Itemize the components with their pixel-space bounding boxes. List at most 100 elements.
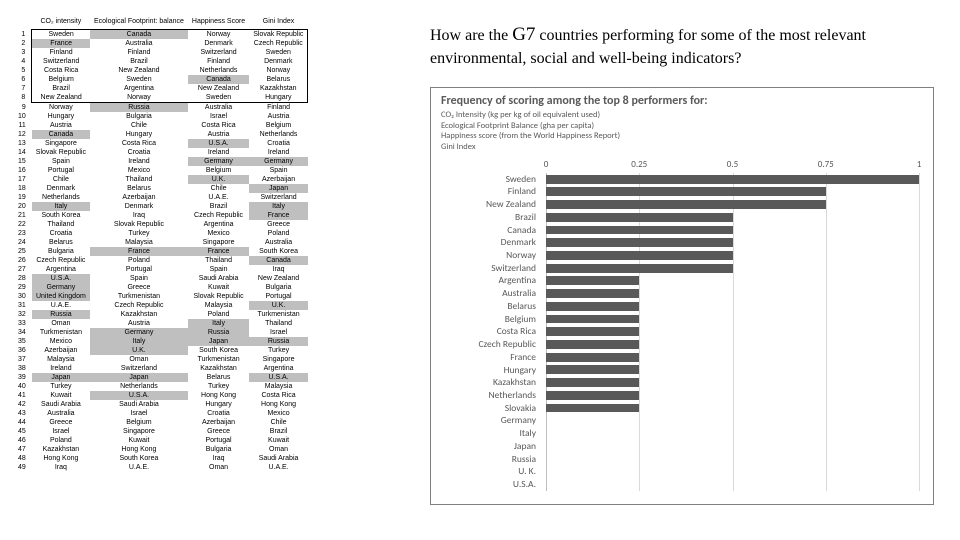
rank-cell: Malaysia bbox=[188, 301, 249, 310]
rank-cell: Hungary bbox=[188, 400, 249, 409]
chart-ylabel: Norway bbox=[441, 249, 541, 262]
rank-row: 39JapanJapanBelarusU.S.A. bbox=[14, 373, 308, 382]
rank-cell: Belarus bbox=[249, 75, 308, 84]
rank-cell: Mexico bbox=[249, 409, 308, 418]
rank-cell: France bbox=[249, 211, 308, 220]
rank-row: 10HungaryBulgariaIsraelAustria bbox=[14, 112, 308, 121]
rank-cell: Iraq bbox=[32, 463, 90, 472]
rank-cell: Costa Rica bbox=[188, 121, 249, 130]
rank-cell: Spain bbox=[188, 265, 249, 274]
chart-ylabel: Japan bbox=[441, 440, 541, 453]
chart-row: Australia bbox=[441, 287, 917, 300]
chart-ylabel: Belgium bbox=[441, 313, 541, 326]
rank-cell: Russia bbox=[32, 310, 90, 319]
rank-cell: Norway bbox=[249, 66, 308, 75]
chart-bar bbox=[546, 251, 733, 260]
rank-cell: Belgium bbox=[249, 121, 308, 130]
rank-cell: Austria bbox=[249, 112, 308, 121]
rank-index: 38 bbox=[14, 364, 32, 373]
rank-index: 16 bbox=[14, 166, 32, 175]
rank-cell: Japan bbox=[32, 373, 90, 382]
chart-row: Japan bbox=[441, 440, 917, 453]
rank-cell: Australia bbox=[188, 103, 249, 113]
rank-cell: Czech Republic bbox=[249, 39, 308, 48]
rank-index: 4 bbox=[14, 57, 32, 66]
rank-cell: Iraq bbox=[90, 211, 188, 220]
rank-index: 29 bbox=[14, 283, 32, 292]
rank-cell: Oman bbox=[249, 445, 308, 454]
rank-cell: Czech Republic bbox=[188, 211, 249, 220]
rank-cell: Portugal bbox=[249, 292, 308, 301]
rank-cell: Azerbaijan bbox=[249, 175, 308, 184]
chart-rows: SwedenFinlandNew ZealandBrazilCanadaDenm… bbox=[441, 173, 917, 491]
rank-cell: Ireland bbox=[32, 364, 90, 373]
rank-cell: Norway bbox=[188, 30, 249, 40]
rank-row: 9NorwayRussiaAustraliaFinland bbox=[14, 103, 308, 113]
rank-cell: Saudi Arabia bbox=[90, 400, 188, 409]
rank-cell: Kuwait bbox=[249, 436, 308, 445]
rank-row: 24BelarusMalaysiaSingaporeAustralia bbox=[14, 238, 308, 247]
chart-row: Finland bbox=[441, 185, 917, 198]
chart-row: Canada bbox=[441, 224, 917, 237]
rank-row: 8New ZealandNorwaySwedenHungary bbox=[14, 93, 308, 103]
rank-cell: South Korea bbox=[32, 211, 90, 220]
chart-ylabel: Italy bbox=[441, 427, 541, 440]
rank-cell: Turkey bbox=[188, 382, 249, 391]
rank-cell: Switzerland bbox=[90, 364, 188, 373]
rank-cell: Russia bbox=[188, 328, 249, 337]
rank-index: 11 bbox=[14, 121, 32, 130]
rank-cell: Hong Kong bbox=[32, 454, 90, 463]
rank-cell: Bulgaria bbox=[249, 283, 308, 292]
rank-index: 7 bbox=[14, 84, 32, 93]
rank-cell: Kuwait bbox=[32, 391, 90, 400]
rank-cell: Canada bbox=[32, 130, 90, 139]
rank-index: 39 bbox=[14, 373, 32, 382]
rank-cell: Austria bbox=[32, 121, 90, 130]
rank-cell: Malaysia bbox=[90, 238, 188, 247]
rank-row: 49IraqU.A.E.OmanU.A.E. bbox=[14, 463, 308, 472]
rank-row: 37MalaysiaOmanTurkmenistanSingapore bbox=[14, 355, 308, 364]
rank-table: CO₂ intensityEcological Footprint: balan… bbox=[14, 18, 308, 472]
rank-cell: Germany bbox=[188, 157, 249, 166]
chart-bar bbox=[546, 175, 919, 184]
rank-cell: New Zealand bbox=[249, 274, 308, 283]
rank-cell: Denmark bbox=[90, 202, 188, 211]
rank-cell: France bbox=[90, 247, 188, 256]
rank-cell: Azerbaijan bbox=[90, 193, 188, 202]
rank-cell: Portugal bbox=[188, 436, 249, 445]
rank-cell: Belarus bbox=[90, 184, 188, 193]
rank-row: 25BulgariaFranceFranceSouth Korea bbox=[14, 247, 308, 256]
rank-cell: Costa Rica bbox=[32, 66, 90, 75]
rank-row: 23CroatiaTurkeyMexicoPoland bbox=[14, 229, 308, 238]
chart-subtitle-line: CO₂ Intensity (kg per kg of oil equivale… bbox=[441, 110, 923, 121]
chart-row: New Zealand bbox=[441, 198, 917, 211]
rank-cell: South Korea bbox=[249, 247, 308, 256]
rank-index: 33 bbox=[14, 319, 32, 328]
rank-cell: Finland bbox=[32, 48, 90, 57]
chart-ylabel: Slovakia bbox=[441, 402, 541, 415]
rank-row: 35MexicoItalyJapanRussia bbox=[14, 337, 308, 346]
rank-index: 45 bbox=[14, 427, 32, 436]
rank-row: 31U.A.E.Czech RepublicMalaysiaU.K. bbox=[14, 301, 308, 310]
rank-cell: Japan bbox=[90, 373, 188, 382]
chart-xaxis: 00.250.50.751 bbox=[546, 159, 917, 171]
chart: Frequency of scoring among the top 8 per… bbox=[430, 87, 934, 505]
chart-bar bbox=[546, 353, 639, 362]
rank-index: 25 bbox=[14, 247, 32, 256]
rank-cell: U.A.E. bbox=[249, 463, 308, 472]
rank-cell: U.S.A. bbox=[249, 373, 308, 382]
rank-index: 15 bbox=[14, 157, 32, 166]
chart-ylabel: Netherlands bbox=[441, 389, 541, 402]
chart-ylabel: Denmark bbox=[441, 236, 541, 249]
rank-cell: Bulgaria bbox=[90, 112, 188, 121]
rank-cell: Mexico bbox=[90, 166, 188, 175]
chart-row: Norway bbox=[441, 249, 917, 262]
rank-index: 46 bbox=[14, 436, 32, 445]
rank-row: 20ItalyDenmarkBrazilItaly bbox=[14, 202, 308, 211]
rank-index: 10 bbox=[14, 112, 32, 121]
rank-cell: Slovak Republic bbox=[188, 292, 249, 301]
rank-cell: Belgium bbox=[90, 418, 188, 427]
rank-row: 38IrelandSwitzerlandKazakhstanArgentina bbox=[14, 364, 308, 373]
rank-row: 46PolandKuwaitPortugalKuwait bbox=[14, 436, 308, 445]
rank-cell: Ireland bbox=[188, 148, 249, 157]
